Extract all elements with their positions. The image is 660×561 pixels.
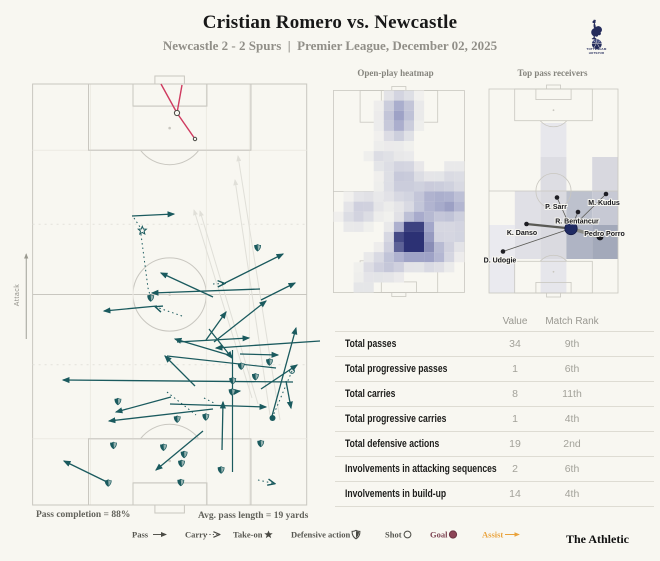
svg-text:Defensive action: Defensive action: [291, 530, 351, 540]
svg-text:TOTTENHAM: TOTTENHAM: [587, 47, 607, 51]
svg-text:Shot: Shot: [385, 530, 402, 540]
svg-text:Pass: Pass: [132, 530, 149, 540]
svg-text:M. Kudus: M. Kudus: [588, 200, 620, 207]
svg-text:Pedro Porro: Pedro Porro: [584, 231, 624, 238]
svg-text:D. Udogie: D. Udogie: [484, 258, 517, 265]
svg-text:Attack: Attack: [14, 284, 21, 306]
svg-text:R. Bentancur: R. Bentancur: [555, 219, 599, 226]
svg-text:Goal: Goal: [430, 530, 448, 540]
svg-text:HOTSPUR: HOTSPUR: [589, 51, 605, 55]
svg-text:Take-on: Take-on: [233, 530, 263, 540]
svg-text:K. Danso: K. Danso: [507, 230, 537, 237]
svg-text:Carry: Carry: [185, 530, 208, 540]
svg-text:The Athletic: The Athletic: [566, 532, 630, 546]
svg-text:P. Sarr: P. Sarr: [545, 204, 567, 211]
svg-text:Assist: Assist: [482, 530, 503, 540]
